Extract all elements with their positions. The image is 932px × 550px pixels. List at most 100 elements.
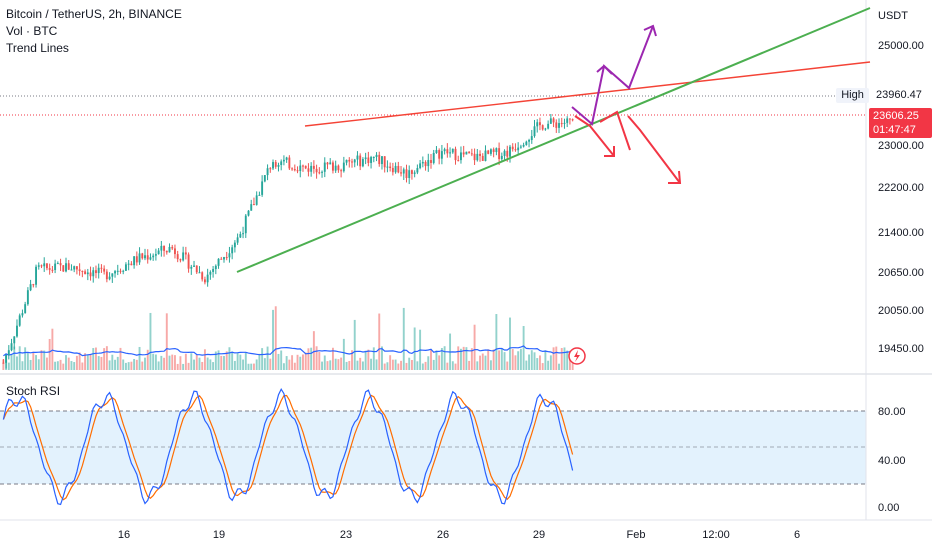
volume-bar	[43, 350, 46, 370]
candle-body	[500, 155, 503, 160]
volume-bar	[522, 326, 525, 370]
candle-body	[291, 168, 294, 170]
candle-body	[171, 246, 174, 249]
candle-body	[10, 343, 13, 351]
candle-body	[489, 149, 492, 154]
candle-body	[326, 162, 329, 165]
volume-bar	[239, 354, 242, 370]
volume-indicator-label[interactable]: Vol · BTC	[6, 24, 58, 38]
volume-bar	[503, 352, 506, 370]
candle-body	[133, 256, 136, 266]
candle-body	[266, 168, 269, 176]
volume-bar	[70, 361, 73, 370]
volume-bar	[135, 359, 138, 370]
candle-body	[525, 141, 528, 145]
candle-body	[560, 123, 563, 125]
candle-body	[566, 118, 569, 123]
candle-body	[421, 161, 424, 164]
price-axis[interactable]: USDT 25000.00 23000.00 22200.00 21400.00…	[878, 10, 924, 355]
candle-body	[24, 304, 27, 314]
volume-bar	[228, 347, 231, 370]
volume-bar	[489, 360, 492, 370]
volume-bar	[62, 363, 65, 370]
time-tick: 12:00	[702, 529, 730, 541]
time-axis[interactable]: 16 19 23 26 29 Feb 12:00 6	[118, 529, 800, 541]
candle-body	[124, 264, 127, 271]
resistance-trend-line[interactable]	[304, 61, 871, 127]
volume-bar	[95, 347, 97, 370]
candle-body	[438, 150, 441, 159]
candle-body	[547, 123, 550, 129]
volume-bar	[361, 361, 364, 370]
volume-bar	[92, 348, 95, 370]
candle-body	[7, 350, 10, 356]
volume-bar	[465, 347, 468, 370]
volume-bar	[67, 357, 70, 370]
support-trend-line[interactable]	[236, 7, 871, 273]
volume-bar	[299, 356, 302, 370]
stoch-rsi-title[interactable]: Stoch RSI	[6, 384, 61, 398]
trend-lines-indicator-label[interactable]: Trend Lines	[6, 41, 69, 55]
price-tick: 19450.00	[878, 343, 924, 355]
lightning-alert-icon[interactable]	[568, 347, 586, 365]
candle-body	[405, 169, 408, 179]
candle-body	[247, 210, 250, 216]
candle-body	[386, 166, 389, 168]
candle-body	[184, 252, 187, 255]
candle-body	[370, 157, 373, 163]
candle-body	[141, 253, 144, 259]
candle-body	[571, 119, 574, 121]
rsi-tick: 80.00	[878, 406, 906, 418]
volume-bar	[443, 346, 446, 370]
candle-body	[16, 325, 18, 337]
volume-bar	[255, 359, 258, 370]
candle-body	[498, 148, 501, 160]
candle-body	[114, 271, 116, 274]
volume-bar	[555, 346, 558, 370]
volume-bar	[476, 361, 479, 370]
candle-body	[367, 157, 370, 163]
volume-bar	[386, 362, 389, 370]
stoch-rsi-axis[interactable]: 80.00 40.00 0.00	[878, 406, 906, 514]
volume-ma-line	[3, 345, 573, 357]
volume-bar	[146, 349, 149, 370]
volume-bar	[247, 363, 250, 370]
candle-body	[244, 215, 247, 234]
candle-body	[160, 245, 163, 251]
volume-bar	[484, 355, 487, 370]
volume-bar	[37, 359, 40, 370]
volume-bar	[408, 357, 411, 370]
volume-bar	[500, 348, 503, 370]
volume-bar	[353, 319, 356, 370]
symbol-title[interactable]: Bitcoin / TetherUS, 2h, BINANCE	[6, 7, 182, 21]
candle-body	[116, 270, 119, 272]
volume-bar	[250, 363, 253, 370]
volume-bar	[462, 346, 465, 370]
volume-bar	[48, 338, 51, 370]
candle-body	[217, 258, 220, 266]
volume-bar	[179, 356, 182, 370]
volume-bar	[21, 361, 24, 370]
bearish-projection-arrows[interactable]	[574, 110, 682, 184]
candle-body	[103, 268, 106, 272]
volume-bar	[24, 347, 27, 370]
volume-bar	[394, 359, 397, 370]
candle-body	[65, 263, 67, 272]
candle-body	[315, 168, 318, 173]
candle-body	[2, 362, 5, 364]
candle-body	[122, 270, 125, 272]
volume-bar	[59, 359, 62, 370]
volume-bar	[544, 350, 547, 370]
candle-body	[56, 263, 59, 265]
candle-body	[220, 258, 223, 260]
bullish-projection-arrows[interactable]	[571, 24, 657, 126]
volume-bar	[272, 309, 274, 370]
candle-body	[32, 284, 35, 286]
volume-bar	[89, 355, 92, 370]
volume-bar	[435, 350, 438, 370]
volume-bar	[389, 355, 392, 370]
volume-bar	[517, 351, 520, 370]
candle-body	[465, 151, 468, 155]
high-label-badge: High	[836, 88, 869, 103]
